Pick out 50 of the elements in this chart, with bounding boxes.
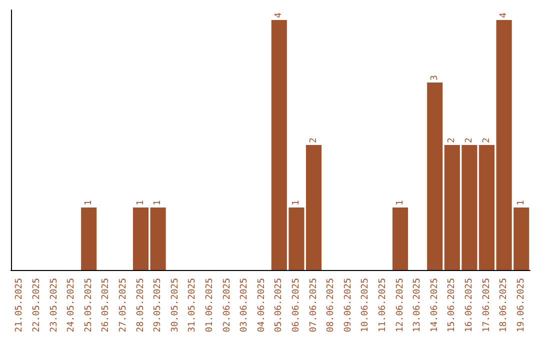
data-label: 1 <box>153 200 164 206</box>
bar <box>427 82 443 270</box>
x-tick-label: 04.06.2025 <box>256 278 267 332</box>
data-label: 1 <box>291 200 302 206</box>
data-label: 2 <box>482 138 492 143</box>
x-tick-label: 31.05.2025 <box>188 278 198 332</box>
x-tick-label: 21.05.2025 <box>14 278 25 332</box>
data-label: 3 <box>430 75 440 80</box>
data-label: 1 <box>395 200 406 206</box>
bar <box>478 145 495 270</box>
bar <box>392 208 408 270</box>
data-label: 2 <box>447 138 458 143</box>
data-label: 1 <box>84 200 94 206</box>
x-tick-label: 16.06.2025 <box>464 278 474 332</box>
x-tick-label: 06.06.2025 <box>291 278 302 332</box>
x-tick-label: 23.05.2025 <box>49 278 60 332</box>
data-label: 4 <box>499 12 510 18</box>
x-tick-label: 02.06.2025 <box>222 278 232 332</box>
x-tick-label: 30.05.2025 <box>170 278 180 332</box>
x-tick-label: 10.06.2025 <box>360 278 371 332</box>
x-tick-label: 24.05.2025 <box>66 278 77 332</box>
bar <box>150 208 166 270</box>
x-tick-label: 22.05.2025 <box>32 278 42 332</box>
x-tick-label: 15.06.2025 <box>447 278 458 332</box>
x-tick-label: 13.06.2025 <box>412 278 423 332</box>
data-label: 1 <box>516 200 526 206</box>
bar <box>132 208 149 270</box>
data-label: 4 <box>274 12 284 18</box>
x-tick-label: 01.06.2025 <box>204 278 215 332</box>
x-tick-label: 18.06.2025 <box>499 278 510 332</box>
x-tick-label: 07.06.2025 <box>308 278 319 332</box>
data-label: 1 <box>136 200 146 206</box>
bar <box>306 145 322 270</box>
x-tick-label: 14.06.2025 <box>430 278 440 332</box>
data-label: 2 <box>464 138 474 143</box>
x-tick-label: 19.06.2025 <box>516 278 526 332</box>
x-tick-label: 09.06.2025 <box>343 278 354 332</box>
x-tick-label: 28.05.2025 <box>136 278 146 332</box>
x-tick-label: 25.05.2025 <box>84 278 94 332</box>
bar <box>81 208 97 270</box>
x-tick-label: 17.06.2025 <box>482 278 492 332</box>
x-tick-label: 27.05.2025 <box>118 278 128 332</box>
x-tick-label: 11.06.2025 <box>378 278 388 332</box>
x-tick-label: 03.06.2025 <box>240 278 250 332</box>
data-label: 2 <box>308 138 319 143</box>
x-tick-label: 29.05.2025 <box>153 278 164 332</box>
x-tick-label: 12.06.2025 <box>395 278 406 332</box>
x-tick-label: 26.05.2025 <box>101 278 112 332</box>
x-tick-label: 08.06.2025 <box>326 278 336 332</box>
x-tick-label: 05.06.2025 <box>274 278 284 332</box>
